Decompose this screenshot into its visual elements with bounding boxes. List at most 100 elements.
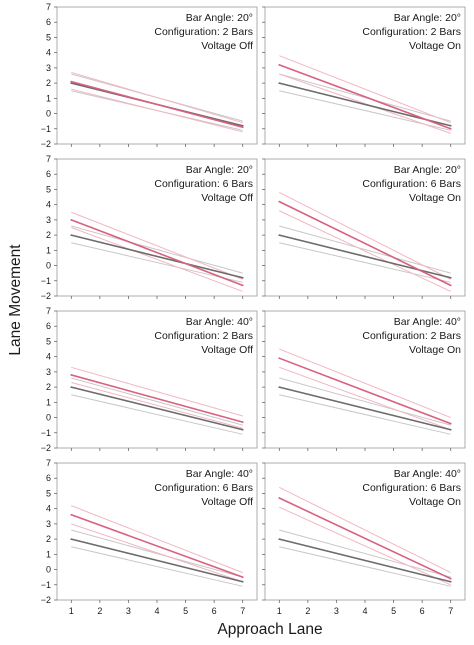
panel-7-ytick-label: 0 [46, 565, 51, 575]
panel-5-annotation-line-2: Configuration: 2 Bars [154, 330, 253, 342]
panel-6-annotation-line-2: Configuration: 2 Bars [362, 330, 461, 342]
panel-7-ytick-label: −2 [41, 595, 51, 605]
panel-8-xtick-label: 3 [334, 606, 339, 616]
panel-7-annotation-line-2: Configuration: 6 Bars [154, 482, 253, 494]
panel-7-annotation-line-1: Bar Angle: 40° [186, 468, 253, 480]
panel-5-ytick-label: 1 [46, 397, 51, 407]
panel-8-baseline-point [278, 538, 281, 541]
panel-1-condition-ci-upper [71, 71, 243, 124]
panel-6-condition-point [449, 422, 452, 425]
panel-7-xtick-label: 4 [154, 606, 159, 616]
panel-1-condition-point [241, 126, 244, 129]
panel-3-annotation-line-2: Configuration: 6 Bars [154, 178, 253, 190]
panel-4-annotation-line-3: Voltage On [409, 192, 461, 204]
panel-5-ytick-label: 0 [46, 413, 51, 423]
panel-5-ytick-label: 7 [46, 306, 51, 316]
panel-7-baseline-line [71, 538, 243, 583]
panel-6-condition-line [279, 357, 451, 425]
panel-7-ytick-label: −1 [41, 580, 51, 590]
panel-1-baseline-point [241, 124, 244, 127]
panel-1-ytick-label: 4 [46, 48, 51, 58]
panel-4-annotation-line-2: Configuration: 6 Bars [362, 178, 461, 190]
panel-3-baseline-point [70, 234, 73, 237]
panel-5-ytick-label: −1 [41, 428, 51, 438]
panel-3-ytick-label: 7 [46, 154, 51, 164]
panel-8-condition-ci-lower [279, 506, 451, 586]
panel-5-ytick-label: 6 [46, 321, 51, 331]
panel-7-baseline-point [70, 538, 73, 541]
panel-5-baseline-point [70, 386, 73, 389]
panel-7-condition-line [71, 514, 243, 578]
panel-2-annotation-line-3: Voltage On [409, 40, 461, 52]
panel-4-baseline-point [278, 234, 281, 237]
panel-7-xtick-label: 6 [212, 606, 217, 616]
panel-3-annotation-line-3: Voltage Off [201, 192, 253, 204]
panel-5-condition-point [70, 374, 73, 376]
panel-1-baseline-point [70, 82, 73, 85]
panel-7-ytick-label: 3 [46, 519, 51, 529]
panel-3-ytick-label: 4 [46, 200, 51, 210]
panel-4-condition-point [278, 200, 281, 203]
panel-8-annotation-line-2: Configuration: 6 Bars [362, 482, 461, 494]
panel-5: −2 −1 0 1 2 3 4 5 6 7 Bar Angle: 40° Configuration:… [41, 306, 258, 453]
panel-1-ytick-label: 5 [46, 32, 51, 42]
panel-4-condition-ci-lower [279, 210, 451, 292]
panel-3-condition-line [71, 219, 243, 287]
panel-7-xtick-label: 2 [97, 606, 102, 616]
panel-1-annotation-line-3: Voltage Off [201, 40, 253, 52]
panel-5-baseline-ci-lower [71, 394, 243, 435]
panel-6-condition-ci-lower [279, 366, 451, 431]
panel-8: 1 2 3 4 5 6 7 Bar Angle: 40° Configuration: 6 Ba… [262, 462, 466, 616]
panel-4-baseline-line [279, 234, 451, 279]
panel-1: −2 −1 0 1 2 3 4 5 6 7 Bar Angle: 20° Configuration:… [41, 2, 258, 149]
panel-3-ytick-label: 3 [46, 215, 51, 225]
panel-8-condition-point [449, 577, 452, 580]
panel-3-baseline-ci-lower [71, 242, 243, 283]
figure-y-axis-label: Lane Movement [7, 244, 24, 356]
panel-2-condition-point [278, 63, 281, 66]
panel-1-ytick-label: 3 [46, 63, 51, 73]
panel-2-annotation-line-1: Bar Angle: 20° [394, 12, 461, 24]
panel-8-annotation-line-3: Voltage On [409, 496, 461, 508]
panel-1-ytick-label: 2 [46, 78, 51, 88]
panel-2-annotation-line-2: Configuration: 2 Bars [362, 26, 461, 38]
panel-5-baseline-line [71, 386, 243, 431]
panel-7-baseline-ci-upper [71, 529, 243, 578]
panel-8-xtick-label: 1 [277, 606, 282, 616]
panel-1-condition-ci-lower [71, 88, 243, 133]
panel-8-baseline-ci-upper [279, 529, 451, 578]
panel-1-condition-point [70, 80, 73, 83]
panel-5-condition-point [241, 421, 244, 424]
panel-2-condition-point [449, 127, 452, 130]
panel-1-ytick-label: 7 [46, 2, 51, 12]
figure-x-axis-label: Approach Lane [217, 621, 322, 638]
panel-8-xtick-label: 7 [448, 606, 453, 616]
panel-3-condition-point [70, 218, 73, 221]
panel-4-condition-line [278, 200, 452, 287]
panel-6-baseline-ci-lower [279, 394, 451, 435]
panel-8-condition-line [278, 497, 452, 580]
panel-1-annotation-line-1: Bar Angle: 20° [186, 12, 253, 24]
panel-8-xtick-label: 5 [391, 606, 396, 616]
panel-6-condition-point [278, 357, 281, 360]
panel-5-annotation-line-3: Voltage Off [201, 344, 253, 356]
panel-6-baseline-line [279, 386, 451, 431]
panel-5-baseline-ci-upper [71, 377, 243, 426]
panel-1-ytick-label: 1 [46, 93, 51, 103]
panel-8-baseline-point [449, 580, 452, 583]
panel-5-ytick-label: 3 [46, 367, 51, 377]
panel-5-ytick-label: −2 [41, 443, 51, 453]
panel-7-ytick-label: 6 [46, 473, 51, 483]
panel-3-condition-point [241, 284, 244, 287]
panel-7-xtick-label: 3 [126, 606, 131, 616]
panel-7-annotation-line-3: Voltage Off [201, 496, 253, 508]
panel-8-baseline-line [279, 538, 451, 583]
panel-7-ytick-label: 1 [46, 549, 51, 559]
panel-2: Bar Angle: 20° Configuration: 2 Bars Volta… [262, 6, 466, 147]
panel-7-condition-point [241, 576, 244, 579]
panel-2-condition-ci-upper [279, 55, 451, 124]
panel-6: Bar Angle: 40° Configuration: 2 Bars Volta… [262, 310, 466, 451]
panel-3-ytick-label: −2 [41, 291, 51, 301]
panel-8-annotation-line-1: Bar Angle: 40° [394, 468, 461, 480]
panel-6-annotation-line-3: Voltage On [409, 344, 461, 356]
